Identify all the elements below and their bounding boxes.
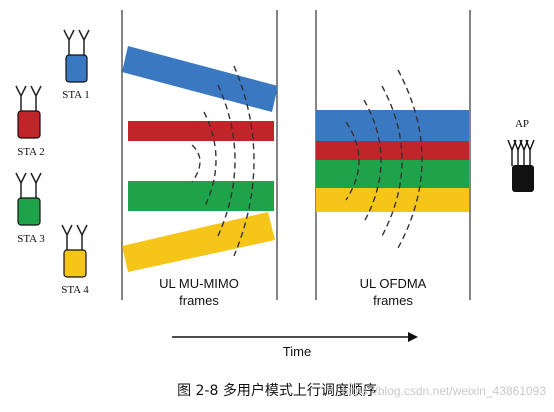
antenna-icon (15, 85, 42, 112)
station-2-body (17, 110, 41, 139)
station-2: STA 2 (15, 85, 45, 158)
station-1-label: STA 1 (62, 89, 90, 101)
ofdma-signal-arcs (345, 69, 423, 249)
mimo-frame-blue (122, 46, 278, 112)
mu-mimo-frames-label: frames (179, 293, 219, 308)
ofdma-frame-yellow (316, 188, 469, 212)
station-1: STA 1 (62, 29, 90, 101)
antenna-icon (61, 224, 88, 251)
watermark: https://blog.csdn.net/weixin_43861093 (341, 384, 546, 398)
mimo-frame-yellow (122, 212, 275, 272)
time-label: Time (283, 344, 311, 359)
station-4-label: STA 4 (61, 284, 89, 296)
figure-caption: 图 2-8 多用户模式上行调度顺序 (177, 383, 377, 399)
ofdma-label: UL OFDMA (360, 276, 427, 291)
station-4-body (63, 249, 87, 278)
antenna-icon (15, 172, 42, 199)
antenna-icon (63, 29, 90, 56)
ap-label: AP (515, 118, 529, 130)
station-1-body (65, 54, 88, 83)
ap-body (512, 165, 534, 192)
station-4: STA 4 (61, 224, 89, 296)
station-3: STA 3 (15, 172, 45, 245)
station-3-label: STA 3 (17, 233, 45, 245)
antenna-icon (507, 139, 535, 166)
mimo-signal-arcs (191, 65, 255, 257)
time-arrow (172, 332, 418, 342)
station-3-body (17, 197, 41, 226)
ofdma-frame-blue (316, 110, 469, 141)
mimo-frame-red (128, 121, 274, 141)
ofdma-frame-red (316, 141, 469, 160)
mu-mimo-label: UL MU-MIMO (159, 276, 239, 291)
ofdma-frame-green (316, 160, 469, 188)
access-point: AP (507, 118, 535, 192)
station-2-label: STA 2 (17, 146, 45, 158)
ofdma-frames-label: frames (373, 293, 413, 308)
